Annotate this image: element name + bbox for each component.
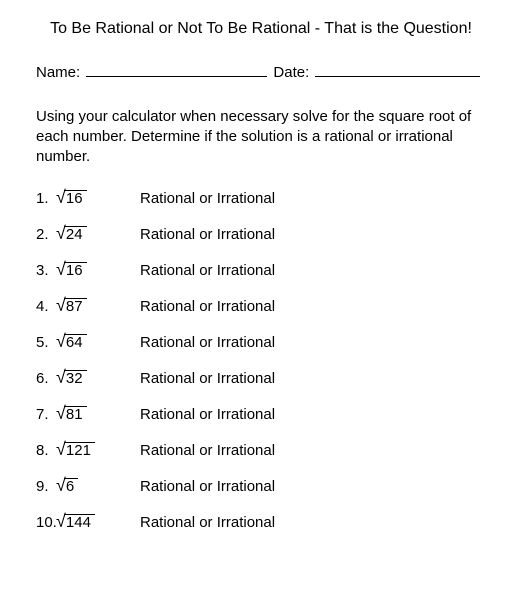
choice-label: Rational or Irrational	[140, 370, 275, 387]
problem-row: 9. √ 6 Rational or Irrational	[36, 477, 486, 495]
radical-icon: √	[56, 332, 66, 350]
radicand: 6	[64, 478, 78, 496]
problem-number: 8.	[36, 442, 56, 459]
radicand: 32	[64, 370, 87, 388]
radicand: 144	[64, 514, 95, 532]
sqrt-expression: √ 144	[56, 513, 126, 531]
radical-icon: √	[56, 260, 66, 278]
radicand: 87	[64, 298, 87, 316]
radical-icon: √	[56, 368, 66, 386]
sqrt-expression: √ 24	[56, 225, 126, 243]
worksheet-title: To Be Rational or Not To Be Rational - T…	[36, 18, 486, 40]
problem-number: 9.	[36, 478, 56, 495]
radical-icon: √	[56, 512, 66, 530]
choice-label: Rational or Irrational	[140, 442, 275, 459]
radical-icon: √	[56, 188, 66, 206]
choice-label: Rational or Irrational	[140, 334, 275, 351]
problem-number: 6.	[36, 370, 56, 387]
radical-icon: √	[56, 404, 66, 422]
sqrt-expression: √ 16	[56, 261, 126, 279]
problem-row: 4. √ 87 Rational or Irrational	[36, 297, 486, 315]
problem-number: 4.	[36, 298, 56, 315]
problems-list: 1. √ 16 Rational or Irrational 2. √ 24 R…	[36, 189, 486, 531]
problem-row: 2. √ 24 Rational or Irrational	[36, 225, 486, 243]
name-input-line[interactable]	[86, 62, 267, 77]
sqrt-expression: √ 87	[56, 297, 126, 315]
problem-number: 3.	[36, 262, 56, 279]
date-label: Date:	[273, 64, 309, 81]
choice-label: Rational or Irrational	[140, 226, 275, 243]
radicand: 16	[64, 262, 87, 280]
sqrt-expression: √ 64	[56, 333, 126, 351]
problem-number: 7.	[36, 406, 56, 423]
choice-label: Rational or Irrational	[140, 298, 275, 315]
name-date-row: Name: Date:	[36, 62, 486, 81]
problem-number: 10.	[36, 514, 56, 531]
radical-icon: √	[56, 224, 66, 242]
problem-row: 3. √ 16 Rational or Irrational	[36, 261, 486, 279]
radicand: 24	[64, 226, 87, 244]
radicand: 16	[64, 190, 87, 208]
problem-row: 8. √ 121 Rational or Irrational	[36, 441, 486, 459]
choice-label: Rational or Irrational	[140, 478, 275, 495]
choice-label: Rational or Irrational	[140, 406, 275, 423]
radical-icon: √	[56, 476, 66, 494]
sqrt-expression: √ 6	[56, 477, 126, 495]
problem-number: 5.	[36, 334, 56, 351]
problem-row: 7. √ 81 Rational or Irrational	[36, 405, 486, 423]
sqrt-expression: √ 121	[56, 441, 126, 459]
choice-label: Rational or Irrational	[140, 190, 275, 207]
problem-row: 1. √ 16 Rational or Irrational	[36, 189, 486, 207]
sqrt-expression: √ 32	[56, 369, 126, 387]
problem-row: 10. √ 144 Rational or Irrational	[36, 513, 486, 531]
problem-row: 5. √ 64 Rational or Irrational	[36, 333, 486, 351]
radical-icon: √	[56, 440, 66, 458]
radical-icon: √	[56, 296, 66, 314]
radicand: 81	[64, 406, 87, 424]
radicand: 121	[64, 442, 95, 460]
name-label: Name:	[36, 64, 80, 81]
sqrt-expression: √ 16	[56, 189, 126, 207]
date-input-line[interactable]	[315, 62, 480, 77]
choice-label: Rational or Irrational	[140, 514, 275, 531]
radicand: 64	[64, 334, 87, 352]
instructions: Using your calculator when necessary sol…	[36, 107, 486, 168]
problem-number: 2.	[36, 226, 56, 243]
choice-label: Rational or Irrational	[140, 262, 275, 279]
sqrt-expression: √ 81	[56, 405, 126, 423]
problem-number: 1.	[36, 190, 56, 207]
problem-row: 6. √ 32 Rational or Irrational	[36, 369, 486, 387]
